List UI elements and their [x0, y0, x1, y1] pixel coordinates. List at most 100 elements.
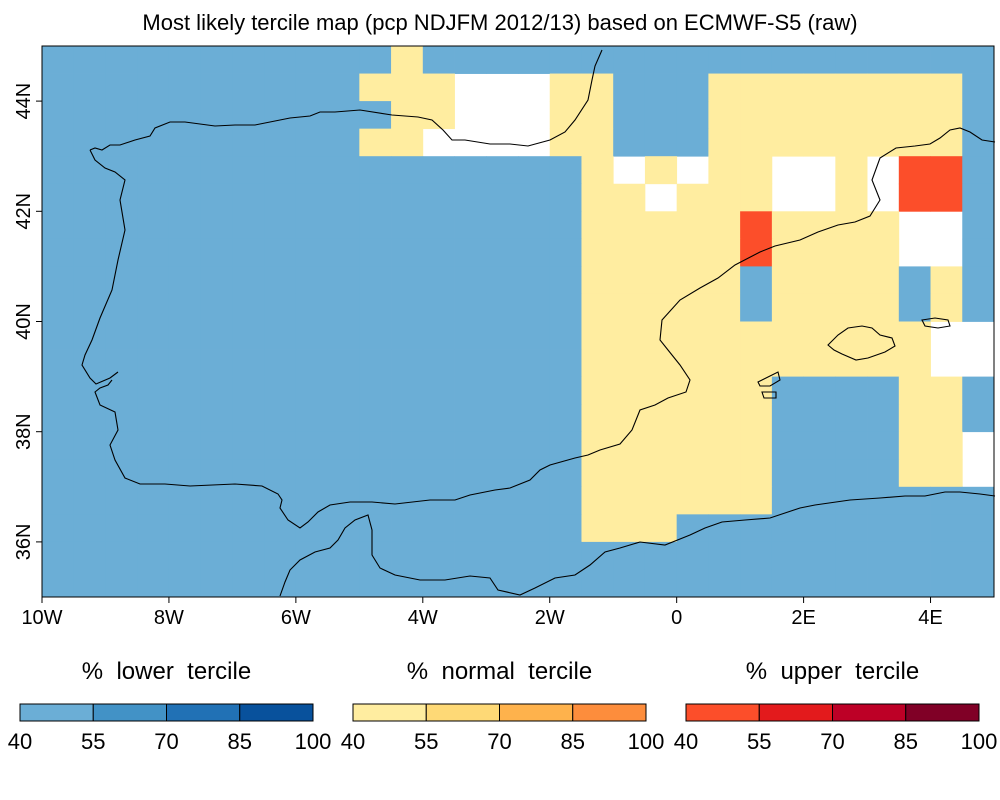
grid-cell: [708, 541, 741, 570]
x-tick-label: 0: [671, 607, 682, 629]
grid-cell: [105, 514, 138, 543]
grid-cell: [867, 46, 900, 74]
grid-cell: [898, 46, 931, 74]
grid-cell: [613, 541, 646, 570]
grid-cell: [708, 293, 741, 322]
grid-cell: [930, 486, 963, 515]
grid-cell: [867, 128, 900, 157]
grid-cell: [168, 211, 202, 240]
grid-cell: [137, 514, 170, 543]
grid-cell: [42, 514, 75, 543]
legends: 40 55 70 85 100 40 55 70 85 100 40 55 70 85 100: [8, 703, 997, 754]
grid-cell: [327, 101, 360, 130]
grid-cell: [422, 459, 455, 488]
grid-cell: [740, 541, 773, 570]
grid-cell: [771, 46, 804, 74]
grid-cell: [232, 156, 265, 185]
legend-swatch: [572, 703, 647, 722]
grid-cell: [771, 486, 804, 515]
grid-cell: [232, 183, 265, 212]
grid-cell: [454, 321, 487, 350]
grid-cell: [835, 486, 868, 515]
grid-cell: [867, 486, 900, 515]
grid-cell: [835, 541, 868, 570]
grid-cell: [676, 211, 709, 240]
grid-cell: [676, 486, 709, 515]
grid-cell: [73, 293, 106, 322]
grid-cell: [581, 293, 614, 322]
grid-cell: [962, 293, 995, 322]
grid-cell: [264, 73, 297, 102]
legend-swatch: [758, 703, 833, 722]
grid-cell: [867, 101, 900, 130]
grid-cell: [613, 376, 646, 405]
grid-cell: [105, 266, 138, 295]
grid-cell: [613, 459, 646, 488]
grid-cell: [359, 73, 392, 102]
grid-cell: [359, 541, 392, 570]
grid-cell: [359, 266, 392, 295]
grid-cell: [613, 128, 646, 157]
grid-cell: [644, 238, 678, 267]
grid-cell: [168, 128, 202, 157]
grid-cell: [803, 514, 836, 543]
y-tick-label: 38N: [13, 413, 35, 450]
grid-cell: [200, 514, 233, 543]
grid-cell: [898, 128, 931, 157]
grid-cell: [898, 73, 931, 102]
grid-cell: [613, 569, 646, 598]
grid-cell: [740, 46, 773, 74]
grid-cell: [486, 46, 519, 74]
grid-cell: [42, 211, 75, 240]
grid-cell: [486, 404, 519, 433]
grid-cell: [295, 569, 328, 598]
grid-cell: [898, 431, 931, 460]
grid-cell: [232, 46, 265, 74]
grid-cell: [168, 376, 202, 405]
grid-cell: [264, 211, 297, 240]
grid-cell: [898, 541, 931, 570]
grid-cell: [42, 376, 75, 405]
grid-cell: [898, 349, 931, 377]
grid-cell: [327, 486, 360, 515]
legend-swatch: [166, 703, 241, 722]
grid-cell: [962, 486, 995, 515]
map-title: Most likely tercile map (pcp NDJFM 2012/…: [142, 10, 858, 35]
grid-cell: [613, 404, 646, 433]
grid-cell: [391, 46, 424, 74]
grid-cell: [391, 541, 424, 570]
grid-cell: [42, 266, 75, 295]
grid-cell: [200, 266, 233, 295]
grid-cell: [264, 101, 297, 130]
grid-cell: [295, 183, 328, 212]
grid-cell: [930, 459, 963, 488]
grid-cell: [391, 321, 424, 350]
grid-cell: [42, 349, 75, 377]
grid-cell: [454, 541, 487, 570]
legend-tick-label: 55: [81, 729, 105, 754]
legend-tick-label: 100: [295, 729, 332, 754]
legend-swatch: [239, 703, 314, 722]
grid-cell: [42, 459, 75, 488]
grid-cell: [708, 46, 741, 74]
grid-cell: [581, 73, 614, 102]
grid-cell: [232, 211, 265, 240]
grid-cell: [613, 238, 646, 267]
grid-cell: [200, 569, 233, 598]
grid-cell: [73, 128, 106, 157]
grid-cell: [803, 238, 836, 267]
grid-cell: [42, 404, 75, 433]
grid-cell: [930, 266, 963, 295]
grid-cell: [835, 46, 868, 74]
grid-cell: [549, 238, 582, 267]
grid-cell: [549, 349, 582, 377]
grid-cell: [518, 404, 551, 433]
x-tick-label: 8W: [154, 607, 184, 629]
grid-cell: [486, 183, 519, 212]
legend-title-upper: % upper tercile: [745, 658, 920, 685]
coastline-north-africa: [279, 491, 996, 597]
grid-cell: [549, 46, 582, 74]
grid-cell: [105, 404, 138, 433]
grid-cell: [454, 293, 487, 322]
grid-cell: [740, 156, 773, 185]
